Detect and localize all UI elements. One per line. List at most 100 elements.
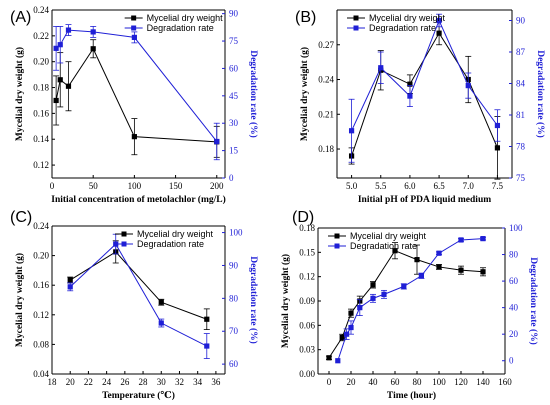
y-tick-label: 0.24 (33, 5, 49, 15)
x-axis-label: Time (hour) (387, 390, 436, 401)
data-point (57, 42, 63, 48)
x-tick-label: 20 (66, 377, 76, 387)
data-point (436, 250, 442, 256)
y2-tick-label: 30 (229, 118, 239, 128)
x-tick-label: 18 (48, 377, 58, 387)
y-tick-label: 0.18 (318, 144, 334, 154)
data-point (348, 310, 354, 316)
data-point (378, 65, 384, 71)
data-point (158, 320, 164, 326)
legend-entry: Degradation rate (147, 23, 214, 33)
data-point (131, 134, 137, 140)
series-mycelial-dry-weight (53, 39, 220, 158)
x-axis-label: Initial concentration of metolachlor (mg… (51, 194, 226, 205)
data-point (414, 257, 420, 263)
chart-panel-1: (A)0 50 100 150 2000.120.140.160.180.200.220… (10, 5, 259, 205)
y-tick-label: 0.04 (33, 369, 49, 379)
x-tick-label: 34 (193, 377, 203, 387)
y-tick-label: 0.18 (33, 83, 49, 93)
x-tick-label: 200 (210, 181, 224, 191)
data-point (370, 282, 376, 288)
y2-tick-label: 90 (229, 260, 239, 270)
y-tick-label: 0.18 (299, 223, 315, 233)
y2-tick-label: 80 (509, 250, 519, 260)
y2-tick-label: 90 (516, 16, 526, 26)
x-tick-label: 100 (128, 181, 142, 191)
x-tick-label: 36 (211, 377, 221, 387)
x-tick-label: 80 (413, 377, 423, 387)
series-mycelial-dry-weight (326, 242, 486, 361)
y-axis-label: Mycelial dry weight (g) (14, 253, 25, 347)
y2-axis-label: Degradation rate (%) (248, 256, 259, 344)
y-tick-label: 0.06 (299, 320, 315, 330)
data-point (131, 34, 137, 40)
series-line (55, 29, 218, 142)
legend-marker (334, 243, 340, 249)
y2-tick-label: 87 (516, 47, 526, 57)
series-degradation-rate (348, 13, 501, 163)
legend-marker (121, 231, 127, 237)
legend-entry: Mycelial dry weight (369, 13, 446, 23)
y-tick-label: 0.12 (299, 272, 315, 282)
x-tick-label: 5.5 (375, 181, 387, 191)
y-tick-label: 0.24 (318, 75, 334, 85)
x-tick-label: 22 (84, 377, 93, 387)
data-point (392, 248, 398, 254)
data-point (344, 331, 350, 337)
x-tick-label: 0 (327, 377, 332, 387)
y-tick-label: 0.14 (33, 134, 49, 144)
y2-tick-label: 15 (229, 146, 239, 156)
legend-entry: Mycelial dry weight (137, 229, 214, 239)
y2-tick-label: 0 (509, 356, 514, 366)
legend-entry: Mycelial dry weight (147, 13, 224, 23)
data-point (458, 237, 464, 243)
y-tick-label: 0.27 (318, 40, 334, 50)
chart-panel-3: (C) 18 20 22 24 26 28 30 32 34 36 0.04 0.08 0.12 0.16 0… (10, 209, 259, 401)
data-point (494, 145, 501, 151)
x-tick-label: 150 (169, 181, 183, 191)
y2-tick-label: 81 (516, 110, 525, 120)
data-point (436, 30, 442, 36)
x-tick-label: 5.0 (346, 181, 358, 191)
y-tick-label: 0.24 (33, 221, 49, 231)
data-point (90, 46, 96, 52)
x-tick-label: 6.5 (433, 181, 445, 191)
legend-entry: Degradation rate (137, 239, 204, 249)
y2-tick-label: 100 (229, 228, 243, 238)
x-tick-label: 20 (347, 377, 357, 387)
data-point (436, 17, 442, 24)
data-point (53, 97, 59, 104)
y2-tick-label: 100 (509, 223, 523, 233)
x-tick-label: 140 (476, 377, 490, 387)
series-line (69, 243, 208, 347)
series-line (69, 251, 207, 320)
data-point (436, 264, 442, 270)
y2-tick-label: 40 (509, 303, 519, 313)
y2-axis-label: Degradation rate (%) (248, 50, 259, 138)
legend-marker (131, 15, 137, 21)
y2-axis-label: Degradation rate (%) (528, 257, 539, 345)
data-point (357, 305, 363, 311)
data-point (67, 277, 73, 283)
data-point (339, 334, 345, 341)
x-tick-label: 7.5 (492, 181, 504, 191)
series-degradation-rate (53, 24, 220, 161)
x-tick-label: 160 (498, 377, 512, 387)
data-point (65, 83, 72, 89)
series-line (351, 19, 498, 131)
y-axis-label: Mycelial dry weight (g) (280, 254, 291, 348)
y-axis-label: Mycelial dry weight (g) (14, 47, 25, 141)
data-point (67, 284, 73, 290)
x-tick-label: 100 (432, 377, 446, 387)
data-point (65, 27, 72, 33)
data-point (370, 295, 376, 301)
data-point (214, 138, 220, 145)
x-tick-label: 7.0 (463, 181, 475, 191)
x-tick-label: 120 (454, 377, 468, 387)
data-point (348, 128, 355, 134)
y2-tick-label: 75 (516, 173, 526, 183)
series-degradation-rate (335, 236, 486, 364)
